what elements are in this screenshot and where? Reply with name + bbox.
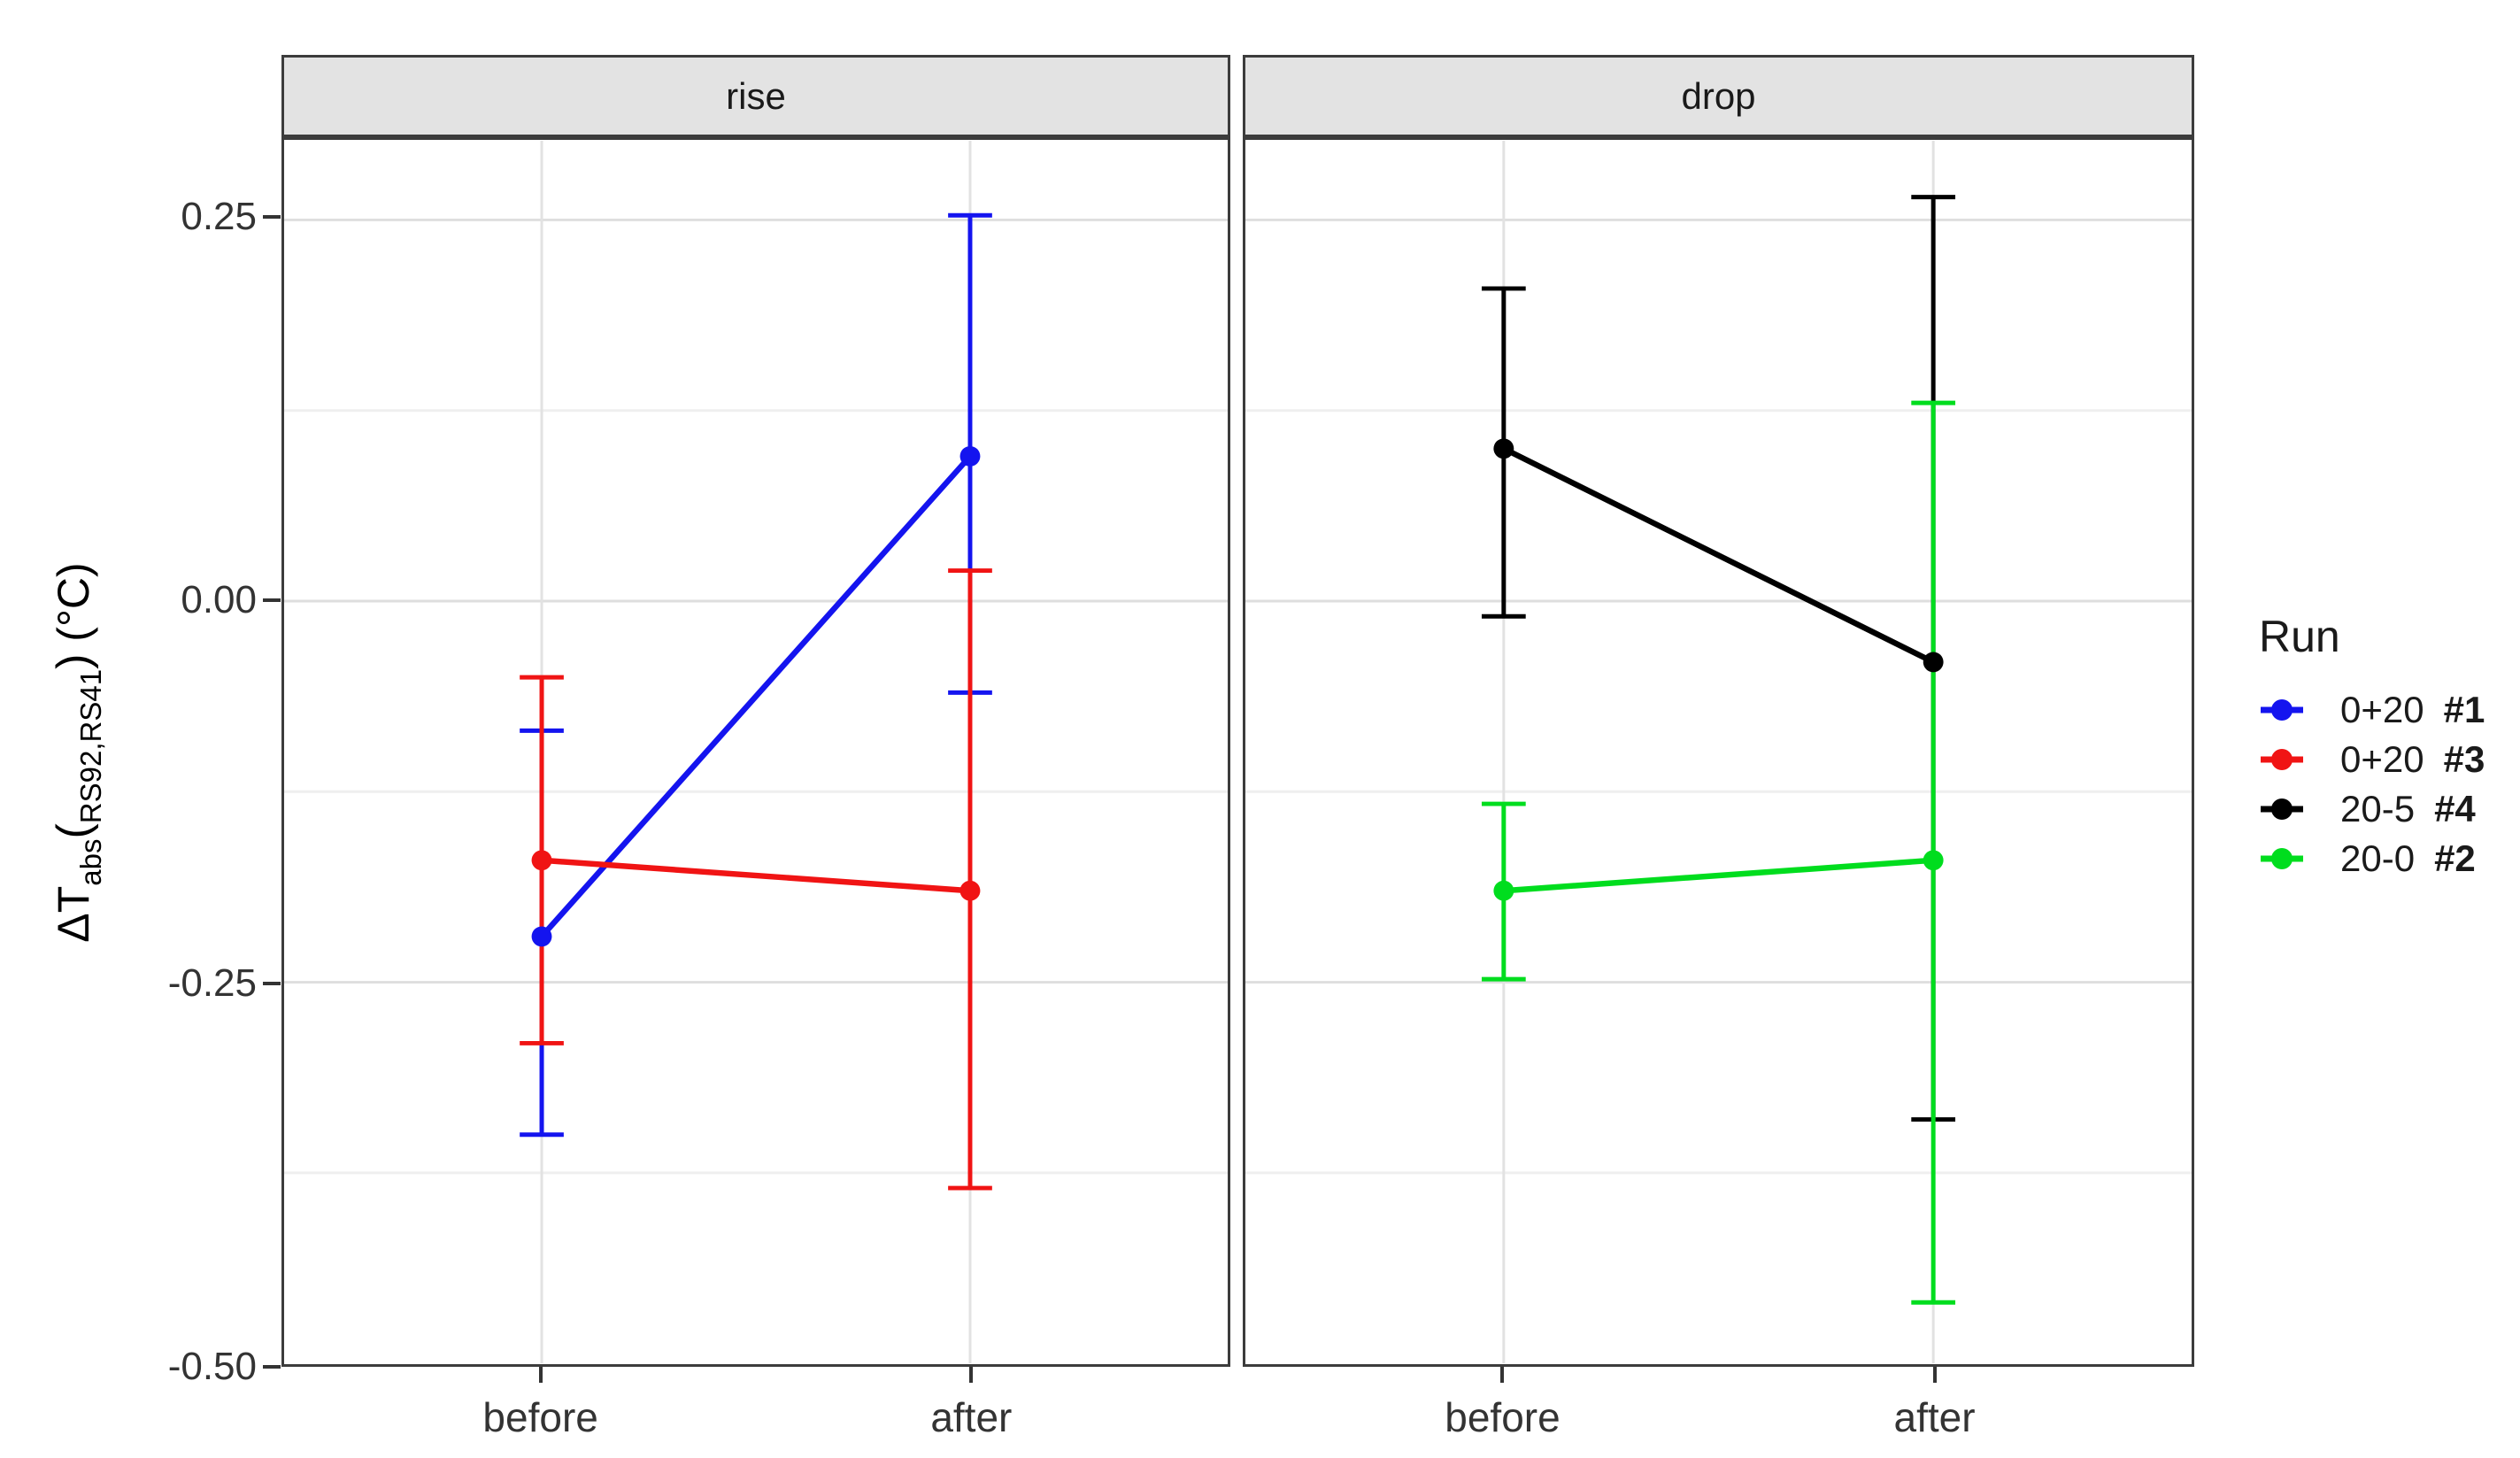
- y-tick-label: -0.50: [167, 1345, 257, 1388]
- legend-run-id: #1: [2443, 689, 2485, 730]
- y-axis-title-part: (: [48, 823, 99, 839]
- facet-strip-rise-label: rise: [726, 74, 786, 117]
- legend-key-icon: [2261, 848, 2303, 869]
- y-axis-title: ΔTabs(RS92,RS41) (°C): [48, 562, 107, 943]
- legend-entry-label: 20-5 #4: [2340, 788, 2476, 830]
- legend-entry-label: 0+20 #3: [2340, 738, 2485, 781]
- facet-strip-rise: rise: [281, 55, 1230, 137]
- y-axis-title-part: abs: [74, 838, 107, 886]
- legend-entry: 0+20 #1: [2259, 685, 2485, 735]
- data-point: [959, 445, 981, 467]
- series-line: [541, 857, 971, 894]
- facet-strip-drop-label: drop: [1681, 74, 1756, 117]
- legend-key-icon: [2261, 749, 2303, 770]
- data-point: [959, 880, 981, 901]
- x-tick-mark: [1500, 1367, 1505, 1383]
- x-tick-label: before: [1445, 1394, 1561, 1440]
- data-point: [1493, 880, 1514, 901]
- legend-run-name: 0+20: [2340, 738, 2424, 780]
- y-tick-mark: [263, 215, 281, 220]
- series-line: [1502, 445, 1935, 665]
- y-axis-title-part: ΔT: [49, 885, 98, 943]
- legend-run-name: 20-5: [2340, 788, 2416, 829]
- panel-drop: [1243, 137, 2194, 1367]
- data-point: [1493, 438, 1514, 459]
- legend-entry: 20-0 #2: [2259, 834, 2485, 883]
- y-tick-mark: [263, 1365, 281, 1369]
- x-tick-label: after: [930, 1394, 1013, 1440]
- legend-run-id: #4: [2434, 788, 2476, 829]
- y-tick-label: -0.25: [167, 961, 257, 1006]
- legend-entry: 0+20 #3: [2259, 735, 2485, 784]
- legend-title: Run: [2259, 612, 2340, 661]
- series-line: [1503, 857, 1934, 894]
- y-axis-title-part: RS92,RS41: [74, 668, 107, 824]
- legend-key-dot: [2271, 848, 2293, 869]
- legend-entry: 20-5 #4: [2259, 784, 2485, 834]
- legend-run-id: #3: [2443, 738, 2485, 780]
- data-point: [1923, 652, 1944, 673]
- x-tick-label: after: [1893, 1394, 1976, 1440]
- y-tick-label: 0.00: [181, 578, 257, 622]
- legend-run-id: #2: [2434, 837, 2476, 879]
- legend-entry-label: 0+20 #1: [2340, 689, 2485, 731]
- legend-run-name: 20-0: [2340, 837, 2416, 879]
- panel-plot-rise: [284, 140, 1228, 1364]
- legend-key-dot: [2271, 798, 2293, 820]
- legend-entry-label: 20-0 #2: [2340, 837, 2476, 880]
- panel-plot-drop: [1245, 140, 2192, 1364]
- legend-key-icon: [2261, 798, 2303, 820]
- legend-run-name: 0+20: [2340, 689, 2424, 730]
- y-tick-mark: [263, 982, 281, 986]
- panel-rise: [281, 137, 1230, 1367]
- x-tick-mark: [538, 1367, 543, 1383]
- legend-key-icon: [2261, 699, 2303, 721]
- y-tick-mark: [263, 598, 281, 603]
- data-point: [531, 926, 552, 947]
- y-axis-title-part: ): [48, 653, 99, 669]
- x-tick-mark: [1932, 1367, 1937, 1383]
- x-tick-mark: [969, 1367, 974, 1383]
- legend-key-dot: [2271, 749, 2293, 770]
- legend: Run 0+20 #1 0+20 #3 20-5 #4 20-0 #2: [2259, 611, 2485, 883]
- data-point: [1923, 850, 1944, 871]
- legend-key-dot: [2271, 699, 2293, 721]
- x-tick-label: before: [482, 1394, 598, 1440]
- y-tick-label: 0.25: [181, 195, 257, 239]
- data-point: [531, 850, 552, 871]
- series-line: [539, 454, 973, 939]
- legend-entries: 0+20 #1 0+20 #3 20-5 #4 20-0 #2: [2259, 685, 2485, 883]
- y-axis-title-part: (°C): [49, 562, 98, 654]
- facet-strip-drop: drop: [1243, 55, 2194, 137]
